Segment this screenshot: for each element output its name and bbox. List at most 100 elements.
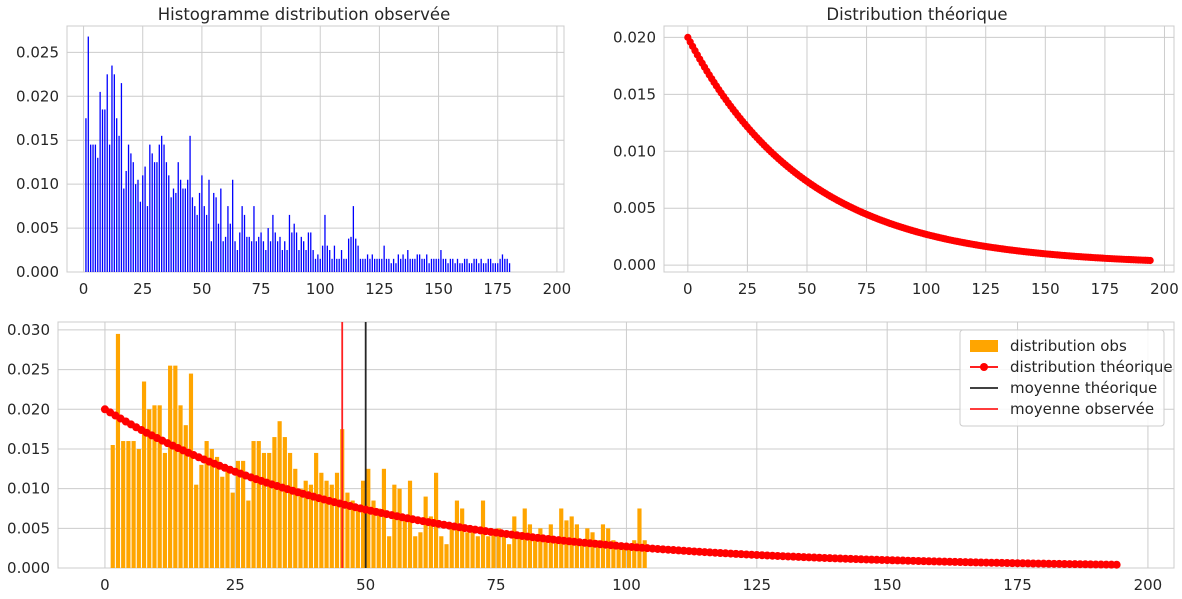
observed-bar	[590, 532, 595, 568]
histogram-bar	[213, 192, 215, 272]
x-tick-label: 50	[192, 280, 211, 298]
histogram-bar	[127, 144, 130, 272]
observed-bar	[282, 437, 287, 568]
observed-bar	[496, 528, 501, 568]
histogram-bar	[151, 153, 153, 272]
histogram-bar	[229, 223, 231, 272]
x-tick-label: 175	[1003, 576, 1032, 594]
histogram-bar	[288, 214, 291, 272]
histogram-bar	[336, 258, 338, 272]
histogram-bar	[222, 241, 224, 272]
x-tick-label: 100	[306, 280, 335, 298]
histogram-bar	[149, 144, 151, 272]
histogram-bar	[276, 241, 279, 272]
histogram-bar	[463, 258, 466, 272]
observed-bar	[527, 524, 533, 568]
histogram-bar	[113, 74, 115, 272]
histogram-bar	[267, 228, 269, 272]
histogram-bar	[191, 197, 194, 272]
theoretical-point	[1146, 256, 1154, 265]
histogram-bar	[303, 241, 305, 272]
histogram-bar	[333, 245, 336, 272]
histogram-bar	[291, 232, 293, 272]
histogram-bar	[497, 263, 499, 272]
observed-bar	[261, 452, 267, 568]
histogram-bar	[416, 254, 418, 272]
histogram-bar	[442, 258, 444, 272]
histogram-bar	[198, 192, 201, 272]
legend-label: moyenne théorique	[1010, 379, 1157, 397]
observed-bar	[402, 516, 407, 568]
x-tick-label: 200	[543, 280, 572, 298]
histogram-bar	[203, 206, 205, 272]
histogram-bar	[314, 258, 317, 272]
histogram-bar	[473, 258, 475, 272]
observed-bar	[626, 548, 632, 568]
histogram-bar	[123, 188, 125, 272]
histogram-bar	[250, 241, 253, 272]
theoretical-point	[1112, 560, 1121, 569]
y-tick-label: 0.020	[613, 28, 656, 46]
observed-bar	[611, 540, 616, 568]
histogram-bar	[215, 197, 217, 272]
histogram-bar	[468, 263, 470, 272]
observed-bar	[329, 484, 334, 568]
observed-bar	[616, 548, 621, 568]
histogram-bar	[101, 109, 104, 272]
histogram-bar	[177, 162, 179, 272]
observed-bar	[303, 480, 308, 568]
y-tick-label: 0.005	[613, 199, 656, 217]
observed-bar	[512, 516, 517, 568]
histogram-bar	[265, 250, 267, 272]
observed-bar	[585, 528, 590, 568]
histogram-bar	[201, 175, 203, 272]
histogram-bar	[371, 254, 373, 272]
x-tick-label: 75	[857, 280, 876, 298]
histogram-bar	[104, 109, 106, 272]
observed-bar	[642, 540, 647, 568]
histogram-bar	[94, 144, 97, 272]
observed-bar	[538, 528, 543, 568]
x-tick-label: 175	[1091, 280, 1120, 298]
histogram-bar	[106, 74, 108, 272]
observed-bar	[152, 405, 157, 568]
observed-bar	[334, 472, 340, 568]
observed-bar	[131, 441, 136, 568]
histogram-bar	[236, 250, 239, 272]
histogram-bar	[227, 206, 229, 272]
observed-bar	[287, 452, 293, 568]
histogram-bar	[295, 232, 298, 272]
histogram-bar	[156, 162, 158, 272]
histogram-bar	[205, 214, 208, 272]
histogram-bar	[234, 241, 236, 272]
histogram-bar	[168, 175, 170, 272]
observed-bar	[580, 540, 585, 568]
legend-label: distribution obs	[1010, 337, 1127, 355]
observed-bar	[553, 540, 559, 568]
histogram-bar	[179, 179, 182, 272]
observed-bar	[173, 365, 178, 568]
observed-bar	[449, 524, 454, 568]
observed-bar	[147, 409, 152, 568]
observed-bar	[209, 448, 214, 568]
histogram-bar	[459, 263, 461, 272]
histogram-bar	[404, 258, 407, 272]
histogram-bar	[246, 236, 248, 272]
observed-bar	[256, 441, 261, 568]
observed-bar	[543, 540, 548, 568]
histogram-bar	[357, 245, 359, 272]
histogram-bar	[343, 258, 345, 272]
observed-bar	[194, 484, 199, 568]
histogram-bar	[440, 250, 442, 272]
x-tick-label: 125	[971, 280, 1000, 298]
histogram-bar	[241, 206, 243, 272]
observed-bar	[225, 468, 230, 568]
histogram-bar	[421, 258, 423, 272]
observed-bar	[381, 468, 387, 568]
x-tick-label: 25	[738, 280, 757, 298]
histogram-bar	[487, 258, 489, 272]
histogram-bar	[312, 250, 314, 272]
histogram-bar	[146, 206, 149, 272]
y-tick-label: 0.010	[7, 480, 50, 498]
histogram-bar	[480, 258, 482, 272]
